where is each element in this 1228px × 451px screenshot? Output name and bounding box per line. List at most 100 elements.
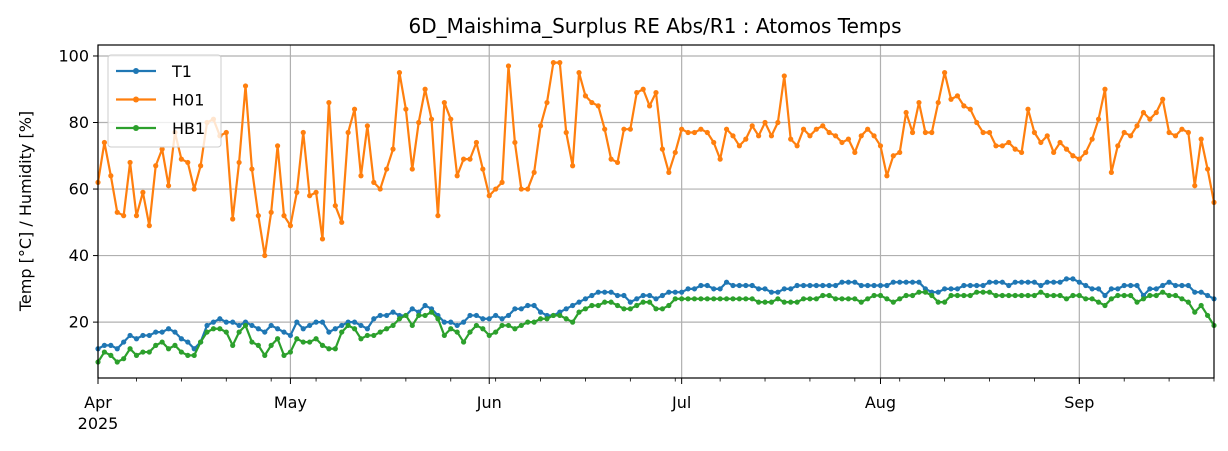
data-point [1185, 282, 1191, 289]
data-point [531, 302, 537, 309]
data-point [704, 282, 710, 289]
data-point [146, 332, 152, 339]
data-point [993, 143, 999, 149]
data-point [1121, 129, 1127, 136]
data-point [204, 329, 210, 335]
data-point [1006, 282, 1012, 289]
data-point [679, 289, 685, 295]
data-point [1128, 282, 1134, 289]
data-point [666, 302, 672, 309]
x-tick-label: Sep [1064, 393, 1094, 412]
data-point [685, 296, 691, 302]
data-point [480, 326, 486, 332]
data-point [313, 189, 319, 195]
data-point [454, 173, 460, 179]
data-point [287, 332, 294, 339]
data-point [897, 296, 903, 302]
data-point [364, 326, 370, 332]
data-point [942, 286, 948, 292]
data-point [685, 129, 691, 136]
data-point [711, 286, 717, 292]
data-point [698, 126, 704, 132]
data-point [775, 119, 781, 126]
data-point [909, 129, 916, 136]
data-point [903, 292, 909, 299]
data-point [820, 292, 826, 299]
data-point [242, 322, 249, 329]
data-point [358, 336, 364, 342]
series-line-HB1 [97, 291, 1215, 364]
data-point [108, 352, 114, 358]
data-point [954, 93, 961, 99]
data-point [114, 359, 120, 365]
data-point [1031, 279, 1038, 285]
data-point [614, 302, 621, 309]
data-point [1076, 279, 1082, 285]
data-point [294, 189, 300, 195]
data-point [185, 352, 191, 358]
data-point [268, 342, 274, 348]
data-point [845, 296, 852, 302]
data-point [1134, 123, 1140, 129]
data-point [582, 93, 589, 99]
data-point [332, 346, 338, 352]
data-point [281, 213, 287, 219]
data-point [1083, 296, 1089, 302]
data-point [839, 296, 845, 302]
data-point [358, 322, 364, 329]
data-point [1115, 292, 1121, 299]
data-point [762, 286, 768, 292]
data-point [993, 292, 999, 299]
legend: T1 H01 HB1 [107, 54, 222, 148]
data-point [441, 99, 447, 106]
legend-marker-HB1 [133, 125, 139, 131]
data-point [595, 103, 601, 109]
data-point [422, 312, 428, 319]
data-point [768, 299, 775, 305]
data-point [608, 299, 614, 305]
data-point [832, 133, 839, 139]
data-point [717, 296, 723, 302]
data-point [262, 252, 268, 259]
data-point [486, 332, 492, 339]
data-point [172, 342, 178, 348]
data-point [935, 289, 941, 295]
data-point [307, 193, 313, 199]
data-point [916, 99, 922, 106]
data-point [646, 292, 653, 299]
data-point [602, 126, 608, 132]
data-point [890, 299, 896, 305]
data-point [717, 286, 723, 292]
data-point [332, 326, 338, 332]
data-point [133, 336, 140, 342]
data-point [1063, 296, 1070, 302]
data-point [903, 109, 909, 116]
data-point [1006, 139, 1012, 146]
data-point [1044, 279, 1050, 285]
data-point [512, 326, 518, 332]
data-point [287, 349, 294, 355]
data-point [1128, 292, 1134, 299]
data-point [550, 60, 556, 66]
data-point [877, 282, 884, 289]
data-point [672, 289, 678, 295]
data-point [653, 306, 659, 312]
data-point [634, 302, 640, 309]
data-point [640, 292, 646, 299]
data-point [916, 279, 922, 285]
data-point [826, 129, 832, 136]
data-point [274, 326, 281, 332]
data-point [768, 289, 775, 295]
data-point [249, 322, 255, 329]
data-point [942, 70, 948, 76]
data-point [544, 316, 550, 322]
data-point [460, 339, 467, 345]
data-point [743, 296, 749, 302]
data-point [371, 332, 377, 339]
data-point [768, 133, 775, 139]
data-point [178, 336, 184, 342]
legend-label-HB1: HB1 [172, 119, 205, 138]
data-point [262, 329, 268, 335]
data-point [871, 292, 877, 299]
data-point [101, 349, 108, 355]
